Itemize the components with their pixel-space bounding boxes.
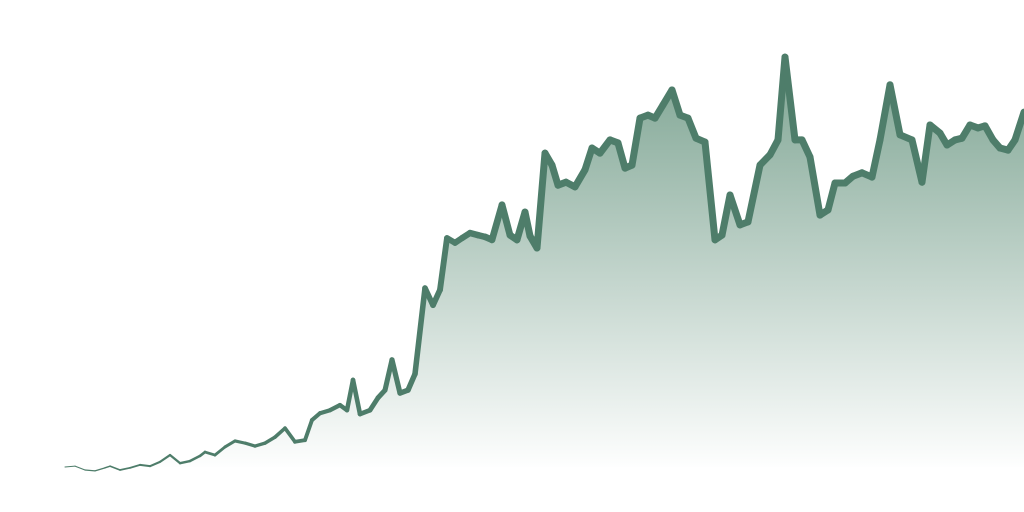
line-segment	[437, 235, 450, 293]
line-segment	[350, 377, 363, 417]
line-segment	[628, 114, 644, 169]
line-segment	[129, 463, 141, 469]
line-segment	[273, 426, 287, 439]
line-segment	[158, 453, 172, 463]
line-segment	[389, 357, 403, 396]
area-fill	[65, 57, 1024, 471]
line-segment	[701, 138, 719, 244]
line-segment	[303, 418, 314, 443]
line-segment	[253, 441, 267, 448]
line-segment	[886, 81, 904, 139]
line-segment	[168, 453, 182, 465]
line-segment	[243, 441, 257, 448]
line-segment	[412, 285, 428, 377]
line-segment	[188, 454, 202, 463]
line-segment	[498, 201, 514, 239]
line-segment	[806, 153, 824, 219]
line-segment	[263, 435, 277, 445]
line-segment	[104, 465, 111, 469]
line-segment	[533, 149, 549, 252]
line-segment	[84, 469, 96, 472]
line-segment	[213, 445, 227, 457]
line-segment	[918, 121, 934, 186]
line-segment	[824, 179, 839, 214]
line-segment	[581, 144, 596, 174]
line-segment	[119, 467, 131, 471]
line-segment	[178, 459, 192, 465]
line-segment	[744, 161, 764, 226]
line-segment	[148, 460, 162, 468]
line-segment	[521, 208, 534, 240]
line-segment	[781, 53, 799, 144]
line-segment	[223, 439, 237, 449]
line-segment	[726, 191, 744, 229]
line-segment	[614, 139, 629, 172]
line-segment	[139, 463, 151, 468]
line-segment	[94, 467, 106, 472]
line-segment	[868, 136, 884, 181]
line-segment	[283, 426, 297, 444]
line-segment	[1011, 108, 1024, 144]
line-segment	[405, 371, 418, 393]
line-segment	[203, 450, 217, 457]
line-segment	[64, 465, 76, 468]
line-segment	[74, 465, 86, 471]
line-segment	[233, 439, 247, 445]
line-segment	[668, 86, 684, 119]
line-segment	[684, 114, 700, 142]
line-segment	[109, 465, 121, 471]
